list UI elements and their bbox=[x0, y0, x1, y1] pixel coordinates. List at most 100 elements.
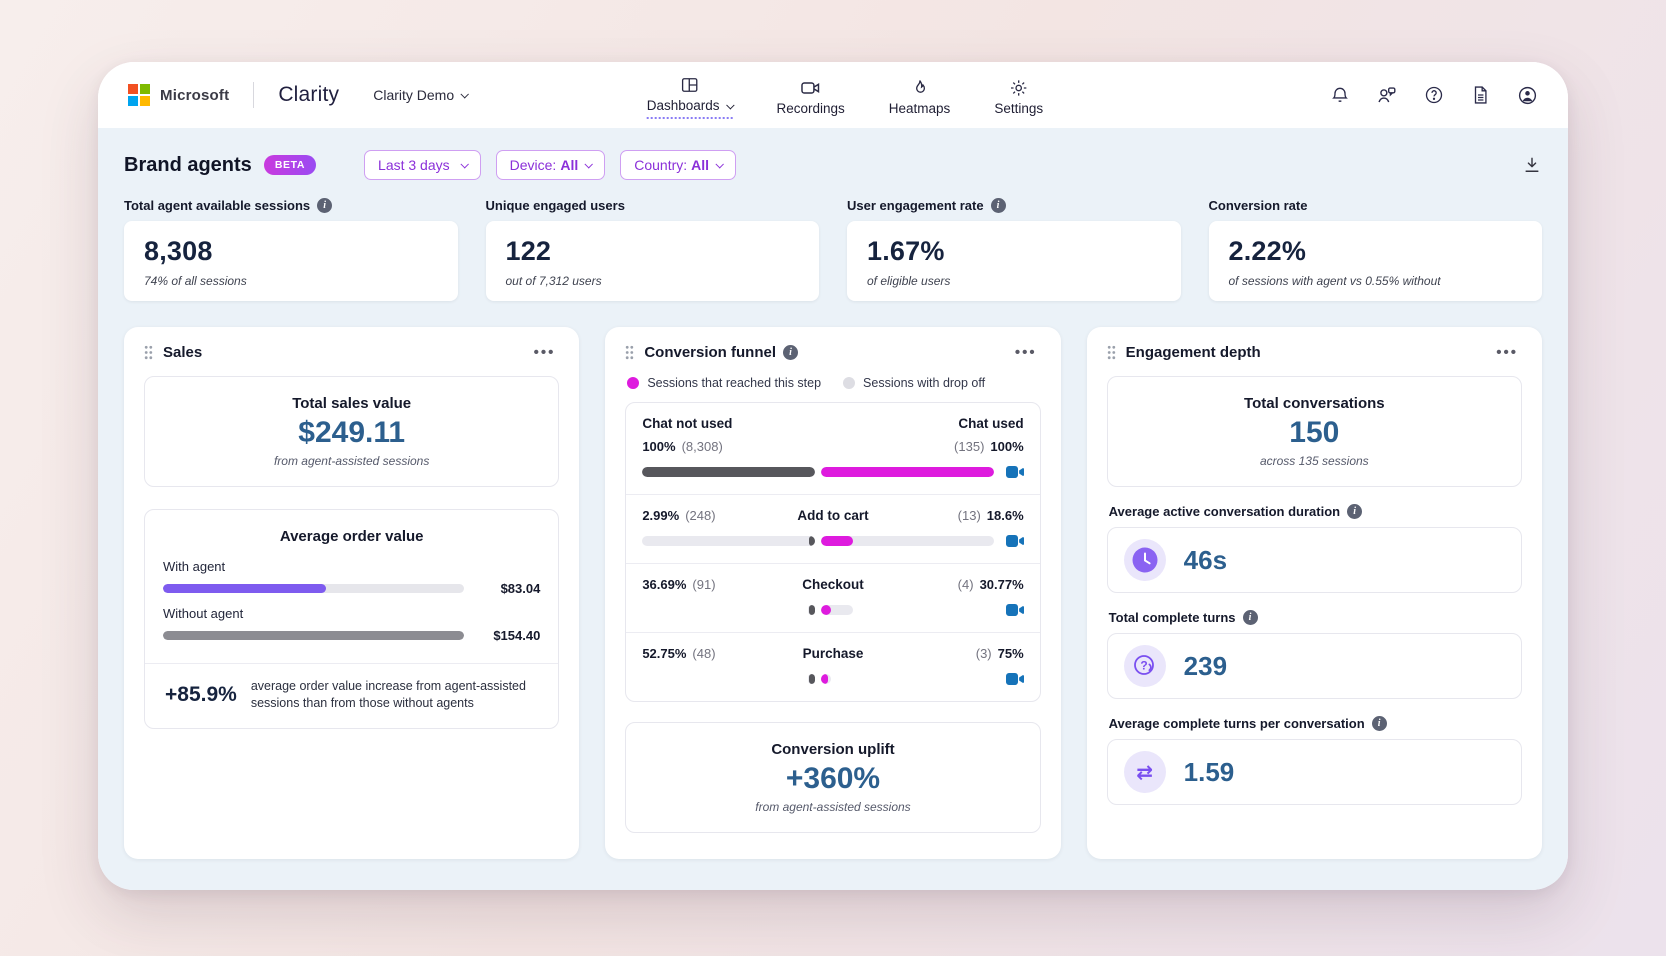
kpi-conversion-rate: Conversion rate 2.22% of sessions with a… bbox=[1208, 198, 1542, 301]
page-title: Brand agents bbox=[124, 153, 252, 176]
aov-bar-track bbox=[163, 584, 465, 593]
engagement-depth-widget: Engagement depth ••• Total conversations… bbox=[1086, 327, 1542, 859]
metric-label: Average active conversation duration bbox=[1108, 504, 1341, 519]
beta-badge: BETA bbox=[263, 155, 317, 175]
funnel-steps-box: Chat not used Chat used 100% (8,308) (135… bbox=[625, 402, 1041, 702]
project-selector[interactable]: Clarity Demo bbox=[373, 87, 470, 103]
drag-handle-icon[interactable] bbox=[1107, 345, 1116, 360]
tab-settings[interactable]: Settings bbox=[994, 74, 1043, 116]
aov-row: Without agent $154.40 bbox=[163, 606, 540, 643]
kpi-user-engagement-rate: User engagement rate i 1.67% of eligible … bbox=[847, 198, 1181, 301]
play-recordings-icon[interactable] bbox=[994, 465, 1024, 479]
funnel-step: 36.69% (91) Checkout (4) 30.77% bbox=[626, 564, 1040, 633]
stat-subtext: from agent-assisted sessions bbox=[273, 454, 430, 468]
download-icon[interactable] bbox=[1522, 155, 1542, 175]
chevron-down-icon bbox=[715, 160, 724, 169]
aov-bar-track bbox=[163, 631, 465, 640]
play-recordings-icon[interactable] bbox=[994, 672, 1024, 686]
conversion-funnel-widget: Conversion funnel i ••• Sessions that rea… bbox=[605, 327, 1061, 859]
play-recordings-icon[interactable] bbox=[994, 534, 1024, 548]
clock-icon bbox=[1123, 539, 1166, 581]
kpi-subtext: out of 7,312 users bbox=[505, 274, 602, 288]
docs-icon[interactable] bbox=[1470, 85, 1491, 106]
info-icon[interactable]: i bbox=[1371, 716, 1387, 731]
play-recordings-icon[interactable] bbox=[994, 603, 1024, 617]
nav-actions bbox=[1329, 85, 1538, 106]
tab-heatmaps[interactable]: Heatmaps bbox=[889, 74, 950, 116]
funnel-step-name: Checkout bbox=[802, 577, 864, 592]
drag-handle-icon[interactable] bbox=[144, 345, 153, 360]
kpi-value: 122 bbox=[505, 236, 552, 266]
kpi-unique-engaged-users: Unique engaged users 122 out of 7,312 us… bbox=[485, 198, 819, 301]
kpi-card: 2.22% of sessions with agent vs 0.55% wi… bbox=[1208, 221, 1542, 301]
microsoft-logo-icon bbox=[128, 84, 150, 106]
aov-bar-fill bbox=[163, 631, 465, 640]
kpi-value: 8,308 bbox=[144, 236, 213, 266]
more-menu-icon[interactable]: ••• bbox=[1014, 344, 1037, 361]
top-nav: Microsoft Clarity Clarity Demo Dashboard… bbox=[98, 62, 1568, 128]
info-icon[interactable]: i bbox=[1347, 504, 1363, 519]
more-menu-icon[interactable]: ••• bbox=[1496, 344, 1518, 361]
page-header: Brand agents BETA Last 3 days Device: All… bbox=[124, 150, 1542, 180]
tab-recordings[interactable]: Recordings bbox=[776, 74, 845, 116]
device-filter[interactable]: Device: All bbox=[495, 150, 606, 180]
kpi-card: 122 out of 7,312 users bbox=[485, 221, 819, 301]
aov-row: With agent $83.04 bbox=[163, 559, 540, 596]
dashboards-icon bbox=[681, 78, 698, 92]
divider bbox=[253, 82, 255, 108]
info-icon[interactable]: i bbox=[990, 198, 1006, 213]
info-icon[interactable]: i bbox=[1242, 610, 1258, 625]
info-icon[interactable]: i bbox=[317, 198, 333, 213]
country-filter[interactable]: Country: All bbox=[620, 150, 737, 180]
drag-handle-icon[interactable] bbox=[625, 345, 634, 360]
kpi-card: 1.67% of eligible users bbox=[847, 221, 1181, 301]
metric-label: Average complete turns per conversation bbox=[1108, 716, 1365, 731]
swap-arrows-icon: ⇄ bbox=[1123, 751, 1166, 793]
legend-dot bbox=[843, 377, 856, 389]
avg-duration-box: 46s bbox=[1106, 527, 1522, 593]
chevron-down-icon bbox=[584, 160, 594, 169]
tab-label: Recordings bbox=[776, 101, 845, 116]
help-icon[interactable] bbox=[1423, 85, 1444, 106]
divider bbox=[145, 663, 559, 664]
svg-text:?: ? bbox=[1140, 659, 1147, 673]
widget-title: Engagement depth bbox=[1125, 344, 1261, 361]
info-icon[interactable]: i bbox=[783, 345, 799, 360]
nav-tabs: Dashboards Recordings Heatmaps bbox=[646, 62, 1043, 128]
notifications-bell-icon[interactable] bbox=[1329, 85, 1350, 106]
avg-duration-value: 46s bbox=[1183, 544, 1228, 575]
active-tab-underline bbox=[646, 117, 733, 119]
kpi-subtext: 74% of all sessions bbox=[144, 274, 247, 288]
funnel-step: 52.75% (48) Purchase (3) 75% bbox=[626, 633, 1039, 701]
avg-turns-box: ⇄ 1.59 bbox=[1106, 739, 1522, 805]
funnel-header-right: Chat used bbox=[958, 416, 1024, 431]
brand: Microsoft Clarity bbox=[128, 82, 339, 108]
funnel-step-name: Purchase bbox=[802, 646, 864, 661]
funnel-legend: Sessions that reached this step Sessions… bbox=[627, 376, 1040, 390]
microsoft-wordmark: Microsoft bbox=[160, 86, 230, 104]
app-window: Microsoft Clarity Clarity Demo Dashboard… bbox=[98, 62, 1568, 890]
account-avatar-icon[interactable] bbox=[1517, 85, 1538, 106]
legend-item: Sessions with drop off bbox=[843, 376, 985, 390]
aov-uplift-value: +85.9% bbox=[165, 682, 237, 706]
more-menu-icon[interactable]: ••• bbox=[533, 344, 556, 361]
aov-row-label: With agent bbox=[163, 559, 226, 574]
stat-title: Total conversations bbox=[1244, 395, 1385, 412]
average-order-value-box: Average order value With agent $83.04 Wi… bbox=[144, 509, 560, 729]
widget-title: Conversion funnel bbox=[644, 344, 777, 361]
chat-question-icon: ? bbox=[1123, 645, 1166, 687]
kpi-value: 2.22% bbox=[1228, 236, 1307, 266]
feedback-icon[interactable] bbox=[1376, 85, 1397, 106]
tab-dashboards[interactable]: Dashboards bbox=[646, 71, 735, 119]
legend-dot bbox=[627, 377, 640, 389]
clarity-wordmark: Clarity bbox=[278, 83, 340, 106]
stat-subtext: from agent-assisted sessions bbox=[755, 800, 911, 814]
widgets-row: Sales ••• Total sales value $249.11 from… bbox=[124, 327, 1542, 859]
date-range-filter[interactable]: Last 3 days bbox=[364, 150, 481, 180]
kpi-subtext: of sessions with agent vs 0.55% without bbox=[1228, 274, 1441, 288]
funnel-step: 2.99% (248) Add to cart (13) 18.6% bbox=[626, 495, 1040, 564]
funnel-header-left: Chat not used bbox=[642, 416, 733, 431]
aov-row-value: $154.40 bbox=[493, 628, 541, 643]
total-turns-value: 239 bbox=[1183, 650, 1228, 681]
total-sales-value: $249.11 bbox=[298, 416, 406, 449]
